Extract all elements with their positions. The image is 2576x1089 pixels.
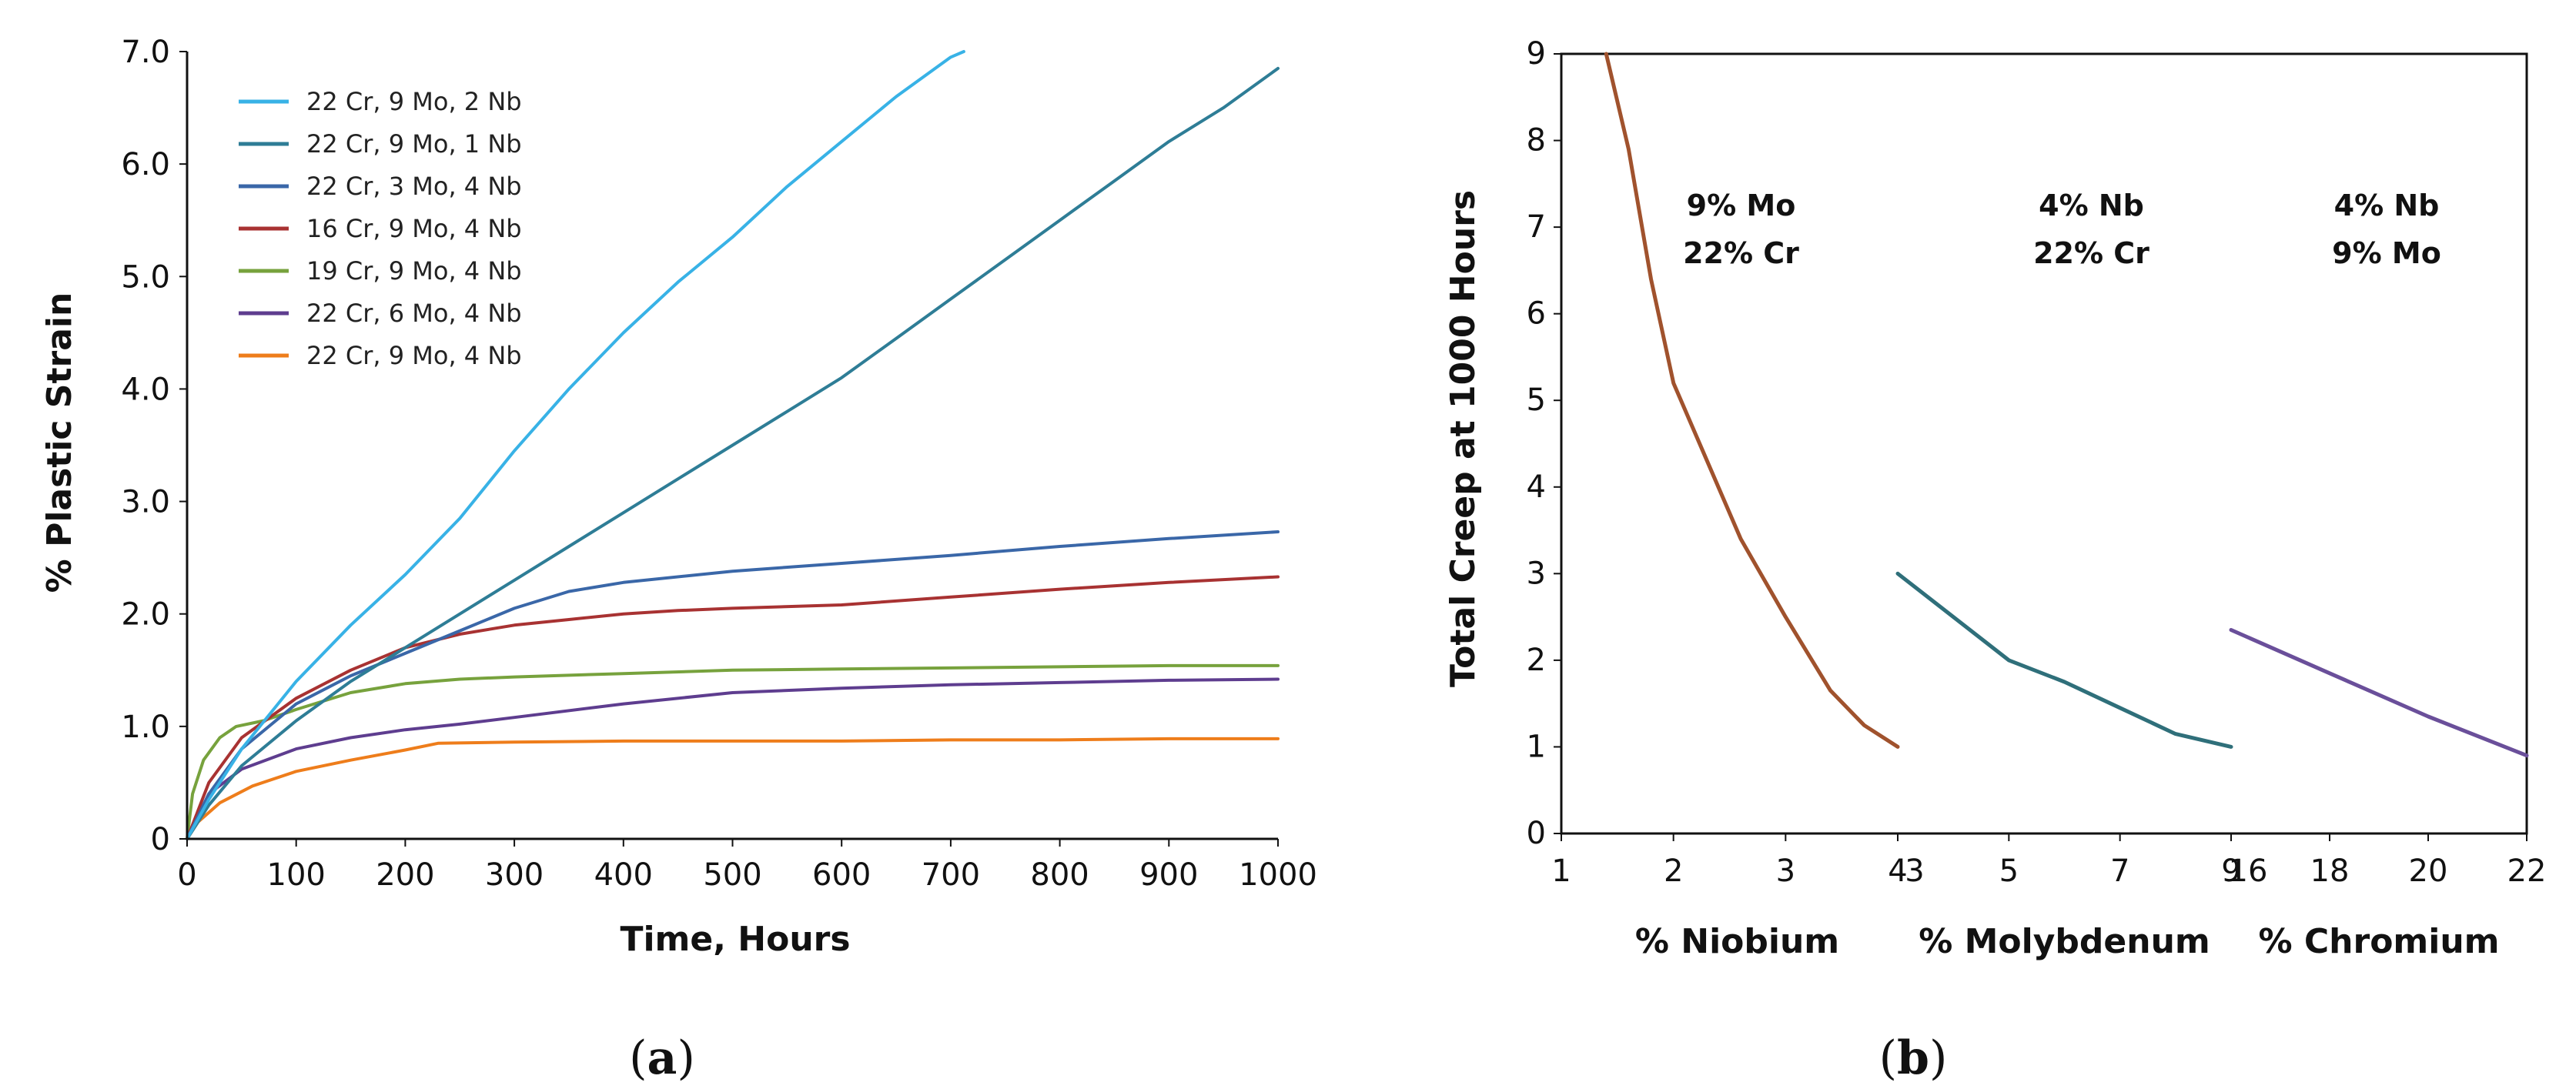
panel-b-annotation-text: 22% Cr [2033, 236, 2149, 270]
panel-a-x-tick-label: 1000 [1239, 857, 1317, 893]
panel-a-y-tick-label: 7.0 [121, 35, 170, 70]
panel-b-x-axis-label: % Niobium [1635, 922, 1839, 961]
panel-b-x-ticks: 1 2 3 43 5 7 916 18 20 22 [1551, 833, 2546, 889]
panel-a-y-ticks: 0 1.0 2.0 3.0 4.0 5.0 6.0 7.0 [121, 35, 187, 857]
panel-a-x-tick-label: 900 [1139, 857, 1198, 893]
panel-b-annotation-text: 4% Nb [2039, 189, 2144, 222]
panel-b-x-axis-labels: % Niobium % Molybdenum % Chromium [1635, 922, 2500, 961]
panel-a-series-line [186, 737, 1280, 840]
panel-a-x-tick-label: 200 [376, 857, 434, 893]
panel-b-x-axis-label: % Chromium [2258, 922, 2499, 961]
panel-a-legend-label: 22 Cr, 6 Mo, 4 Nb [306, 299, 522, 328]
panel-a-y-tick-label: 0 [151, 822, 170, 857]
panel-b-annotation-text: 9% Mo [2332, 236, 2441, 270]
panel-b-x-tick-label: 16 [2229, 853, 2268, 889]
panel-b-series-line [1895, 571, 2233, 749]
panel-b-annotation-text: 22% Cr [1683, 236, 1799, 270]
panel-b-x-tick-label: 9 [2221, 853, 2240, 889]
panel-b-y-tick-label: 8 [1527, 123, 1546, 159]
panel-b-x-tick-label: 2 [1664, 853, 1683, 889]
panel-a-series-line [186, 663, 1280, 840]
panel-b-x-tick-label: 4 [1888, 853, 1907, 889]
panel-a-y-tick-label: 3.0 [121, 485, 170, 520]
panel-b-y-tick-label: 2 [1527, 643, 1546, 678]
panel-b-series-group [1604, 52, 2529, 758]
panel-b-x-tick-label: 3 [1905, 853, 1924, 889]
panel-a-series-line [186, 677, 1280, 840]
panel-a-chart: 0 100 200 300 400 500 600 700 800 900 1000 0 1.0 2.0… [40, 35, 1317, 1085]
panel-a-x-tick-label: 500 [703, 857, 761, 893]
panel-a-y-tick-label: 1.0 [121, 710, 170, 745]
panel-b-y-tick-label: 9 [1527, 36, 1546, 72]
panel-b-y-tick-label: 6 [1527, 296, 1546, 332]
panel-a-series-line [186, 530, 1280, 840]
panel-b-annotations: 9% Mo 22% Cr 4% Nb 22% Cr 4% Nb 9% Mo [1683, 189, 2441, 270]
panel-a-series-line [186, 575, 1280, 840]
panel-b-x-tick-label: 22 [2507, 853, 2547, 889]
panel-a-x-tick-label: 100 [267, 857, 326, 893]
panel-b-y-tick-label: 7 [1527, 209, 1546, 245]
panel-a-series-line [186, 50, 965, 840]
panel-a-y-tick-label: 6.0 [121, 147, 170, 182]
panel-b-x-tick-label: 7 [2110, 853, 2129, 889]
panel-a-y-axis-label: % Plastic Strain [40, 292, 79, 593]
panel-a-series-line [186, 66, 1280, 840]
panel-b-x-tick-label: 20 [2409, 853, 2448, 889]
panel-b-x-axis-label: % Molybdenum [1919, 922, 2210, 961]
panel-a-legend-label: 22 Cr, 9 Mo, 2 Nb [306, 87, 522, 116]
panel-b-annotation-text: 4% Nb [2334, 189, 2440, 222]
panel-a-x-tick-label: 600 [812, 857, 871, 893]
panel-a-legend: 22 Cr, 9 Mo, 2 Nb 22 Cr, 9 Mo, 1 Nb 22 Cr,… [239, 87, 522, 370]
panel-a-label: (a) [629, 1031, 695, 1085]
panel-a-x-ticks: 0 100 200 300 400 500 600 700 800 900 1000 [177, 839, 1317, 893]
panel-a-legend-label: 16 Cr, 9 Mo, 4 Nb [306, 214, 522, 243]
panel-a-x-tick-label: 0 [177, 857, 196, 893]
panel-a-legend-label: 22 Cr, 9 Mo, 4 Nb [306, 341, 522, 370]
panel-a-x-tick-label: 700 [922, 857, 980, 893]
panel-b-y-tick-label: 0 [1527, 816, 1546, 851]
panel-a-legend-label: 22 Cr, 9 Mo, 1 Nb [306, 129, 522, 159]
panel-b-annotation-text: 9% Mo [1687, 189, 1796, 222]
panel-b-y-tick-label: 3 [1527, 556, 1546, 591]
panel-b-x-tick-label: 18 [2310, 853, 2350, 889]
panel-b-label: (b) [1879, 1031, 1948, 1085]
panel-b-y-tick-label: 1 [1527, 729, 1546, 764]
panel-a-legend-label: 19 Cr, 9 Mo, 4 Nb [306, 256, 522, 286]
panel-a-x-axis-label: Time, Hours [620, 920, 850, 959]
panel-a-y-tick-label: 4.0 [121, 372, 170, 407]
panel-b-plot-border [1560, 52, 2528, 835]
panel-a-x-tick-label: 400 [594, 857, 653, 893]
panel-a-x-tick-label: 300 [485, 857, 544, 893]
panel-b-series-line [2229, 628, 2529, 758]
panel-b-x-tick-label: 1 [1551, 853, 1571, 889]
panel-b-frame [1560, 52, 2528, 835]
panel-a-y-tick-label: 2.0 [121, 597, 170, 633]
panel-a-series-group [186, 50, 1280, 840]
panel-a-y-tick-label: 5.0 [121, 259, 170, 295]
panel-b-y-ticks: 0 1 2 3 4 5 6 7 8 9 [1527, 36, 1561, 851]
panel-a-x-tick-label: 800 [1030, 857, 1089, 893]
panel-b-y-tick-label: 5 [1527, 382, 1546, 418]
panel-b-x-tick-label: 5 [1999, 853, 2019, 889]
panel-b-series-line [1604, 52, 1900, 749]
panel-b-x-tick-label: 3 [1776, 853, 1795, 889]
panel-a-legend-label: 22 Cr, 3 Mo, 4 Nb [306, 172, 522, 201]
panel-b-y-tick-label: 4 [1527, 469, 1546, 505]
panel-b-y-axis-label: Total Creep at 1000 Hours [1444, 190, 1483, 687]
